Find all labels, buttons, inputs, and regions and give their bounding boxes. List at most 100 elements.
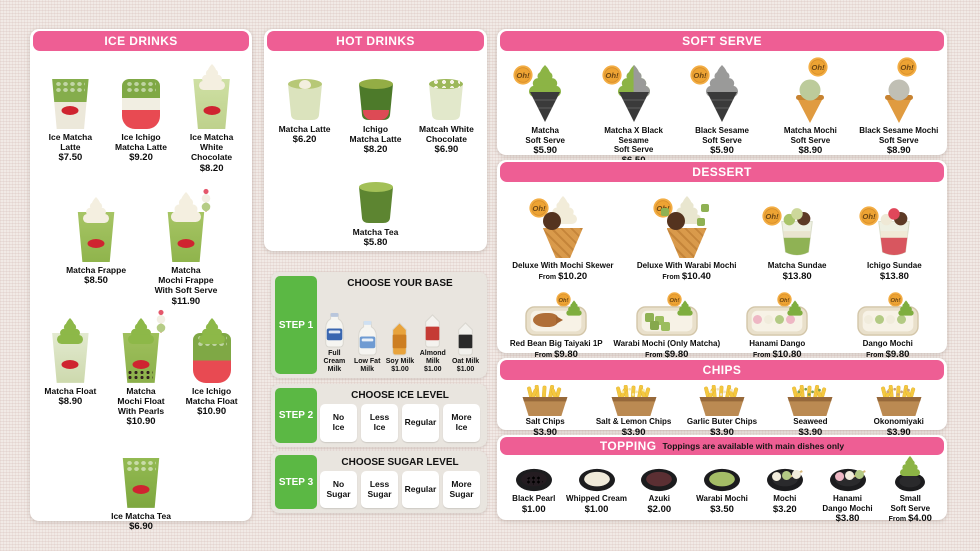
hot-drinks-header: HOT DRINKS — [267, 31, 484, 51]
dango-mochi-photo — [857, 290, 919, 336]
option-almond-milk[interactable]: Almond Milk $1.00 — [417, 292, 448, 374]
matcha-logo — [61, 106, 79, 115]
milk-bottle-icon — [357, 321, 378, 356]
soft-serve-header: SOFT SERVE — [500, 31, 944, 51]
menu-item-ichigo-sundae: Ichigo Sundae $13.80 — [846, 192, 943, 282]
mochi-skewer-icon — [154, 309, 168, 333]
azuki-photo — [640, 462, 678, 492]
step-1-badge: STEP 1 — [275, 276, 317, 374]
menu-item-warabi-mochi-topping: Warabi Mochi $3.50 — [691, 462, 754, 515]
menu-item-okonomiyaki-chips: Okonomiyaki $3.90 — [855, 386, 943, 438]
matcha-sundae-photo — [776, 192, 818, 258]
oh-cookie-icon — [897, 57, 917, 77]
dango-mochi-icon — [863, 314, 906, 324]
option-regular-sugar[interactable]: Regular — [402, 471, 439, 508]
menu-item-black-pearl: Black Pearl $1.00 — [502, 462, 565, 515]
step-2-title: CHOOSE ICE LEVEL — [351, 390, 449, 401]
soft-serve-title: SOFT SERVE — [682, 34, 762, 48]
milk-bottle-icon — [324, 313, 345, 348]
option-less-ice[interactable]: Less Ice — [361, 404, 398, 442]
chocolate-mochi-icon — [666, 212, 685, 230]
menu-item-deluxe-mochi-skewer: Deluxe With Mochi Skewer From $10.20 — [501, 192, 625, 282]
okonomiyaki-chips-photo — [874, 386, 924, 416]
option-oat-milk[interactable]: Oat Milk $1.00 — [450, 292, 481, 374]
menu-item-dango-mochi: Dango Mochi From $9.80 — [833, 290, 944, 360]
menu-item-whipped-cream: Whipped Cream $1.00 — [565, 462, 628, 515]
hanami-dango-mochi-photo — [829, 462, 867, 492]
mochi-topping-photo — [766, 462, 804, 492]
black-sesame-soft-serve-photo — [702, 61, 742, 123]
menu-item-matcha-x-black-sesame-soft-serve: Matcha X Black Sesame Soft Serve $6.50 — [589, 61, 677, 166]
ice-matcha-latte-photo — [51, 67, 89, 129]
matcha-mochi-float-photo — [122, 321, 160, 383]
warabi-mochi-topping-photo — [703, 462, 741, 492]
matcha-logo — [61, 359, 79, 369]
warabi-mochi-dish-photo — [636, 290, 698, 336]
option-full-cream-milk[interactable]: Full Cream Milk — [319, 292, 350, 374]
chips-header: CHIPS — [500, 360, 944, 380]
menu-item-ichigo-matcha-latte: Ichigo Matcha Latte $8.20 — [340, 65, 411, 156]
menu-item-black-sesame-soft-serve: Black Sesame Soft Serve $5.90 — [678, 61, 766, 157]
option-soy-milk[interactable]: Soy Milk $1.00 — [385, 292, 416, 374]
step-1-title: CHOOSE YOUR BASE — [347, 278, 453, 289]
matcha-logo — [203, 106, 221, 115]
taiyaki-icon — [533, 312, 564, 327]
menu-item-red-bean-taiyaki: Red Bean Big Taiyaki 1P From $9.80 — [501, 290, 612, 360]
option-no-sugar[interactable]: No Sugar — [320, 471, 357, 508]
deluxe-warabi-mochi-photo — [661, 192, 713, 258]
menu-item-deluxe-warabi-mochi: Deluxe With Warabi Mochi From $10.40 — [625, 192, 749, 282]
menu-item-mochi-topping: Mochi $3.20 — [753, 462, 816, 515]
black-pearl-photo — [515, 462, 553, 492]
step-2-panel: STEP 2 CHOOSE ICE LEVEL No Ice Less Ice … — [271, 384, 487, 447]
menu-item-matcha-sundae: Matcha Sundae $13.80 — [749, 192, 846, 282]
salt-lemon-chips-photo — [609, 386, 659, 416]
menu-item-seaweed-chips: Seaweed $3.90 — [766, 386, 854, 438]
matcha-latte-photo — [283, 65, 327, 121]
chocolate-mochi-icon — [542, 212, 561, 230]
whipped-cream-photo — [578, 462, 616, 492]
option-more-ice[interactable]: More Ice — [443, 404, 480, 442]
latte-art-icon — [298, 80, 311, 89]
menu-item-warabi-mochi-dish: Warabi Mochi (Only Matcha) From $9.80 — [612, 290, 723, 360]
matcha-soft-serve-photo — [525, 61, 565, 123]
section-ice-drinks: ICE DRINKS Ice Matcha Latte $7.50 Ice Ic… — [30, 29, 252, 532]
ice-ichigo-matcha-latte-photo — [121, 67, 160, 129]
section-dessert: DESSERT Deluxe With Mochi Skewer From $10… — [497, 160, 947, 360]
step-3-badge: STEP 3 — [275, 455, 317, 509]
menu-item-matcha-float: Matcha Float $8.90 — [35, 321, 106, 408]
ichigo-sundae-photo — [873, 192, 915, 258]
ice-drinks-title: ICE DRINKS — [104, 34, 178, 48]
ichigo-matcha-latte-photo — [354, 65, 398, 121]
dessert-title: DESSERT — [692, 165, 752, 179]
hanami-dango-icon — [753, 314, 796, 324]
step-3-title: CHOOSE SUGAR LEVEL — [341, 457, 459, 468]
menu-item-matcah-white-chocolate: Matcah White Chocolate $6.90 — [411, 65, 482, 156]
menu-item-garlic-butter-chips: Garlic Buter Chips $3.90 — [678, 386, 766, 438]
menu-item-azuki: Azuki $2.00 — [628, 462, 691, 515]
option-more-sugar[interactable]: More Sugar — [443, 471, 480, 508]
oh-cookie-icon — [762, 206, 782, 226]
hanami-dango-photo — [746, 290, 808, 336]
matcah-white-chocolate-photo — [424, 65, 468, 121]
option-no-ice[interactable]: No Ice — [320, 404, 357, 442]
section-chips: CHIPS Salt Chips $3.90 Salt & Lemon Chip… — [497, 358, 947, 438]
matcha-mochi-soft-serve-photo — [790, 61, 830, 123]
menu-item-ice-matcha-white-chocolate: Ice Matcha White Chocolate $8.20 — [176, 67, 247, 174]
oh-cookie-icon — [808, 57, 828, 77]
step-1-panel: STEP 1 CHOOSE YOUR BASE Full Cream Milk … — [271, 272, 487, 378]
garlic-butter-chips-photo — [697, 386, 747, 416]
option-regular-ice[interactable]: Regular — [402, 404, 439, 442]
black-sesame-mochi-photo — [879, 61, 919, 123]
option-low-fat-milk[interactable]: Low Fat Milk — [352, 292, 383, 374]
matcha-mochi-frappe-photo — [167, 188, 205, 262]
seaweed-chips-photo — [785, 386, 835, 416]
menu-item-matcha-latte: Matcha Latte $6.20 — [269, 65, 340, 146]
option-less-sugar[interactable]: Less Sugar — [361, 471, 398, 508]
section-topping: TOPPING Toppings are available with main … — [497, 435, 947, 524]
step-2-badge: STEP 2 — [275, 388, 317, 443]
ice-ichigo-matcha-float-photo — [192, 321, 231, 383]
oat-carton-icon — [455, 321, 476, 356]
matcha-logo — [132, 484, 150, 494]
menu-item-salt-lemon-chips: Salt & Lemon Chips $3.90 — [589, 386, 677, 438]
step-3-panel: STEP 3 CHOOSE SUGAR LEVEL No Sugar Less … — [271, 451, 487, 513]
